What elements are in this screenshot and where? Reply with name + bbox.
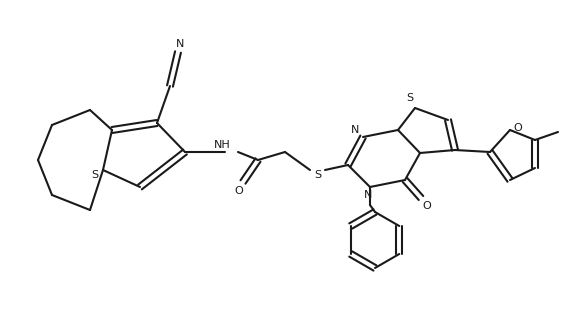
- Text: N: N: [176, 39, 184, 49]
- Text: N: N: [364, 190, 372, 200]
- Text: NH: NH: [214, 140, 230, 150]
- Text: S: S: [91, 170, 99, 180]
- Text: S: S: [407, 93, 413, 103]
- Text: O: O: [422, 201, 431, 211]
- Text: N: N: [351, 125, 359, 135]
- Text: S: S: [315, 170, 321, 180]
- Text: O: O: [235, 186, 244, 196]
- Text: O: O: [514, 123, 522, 133]
